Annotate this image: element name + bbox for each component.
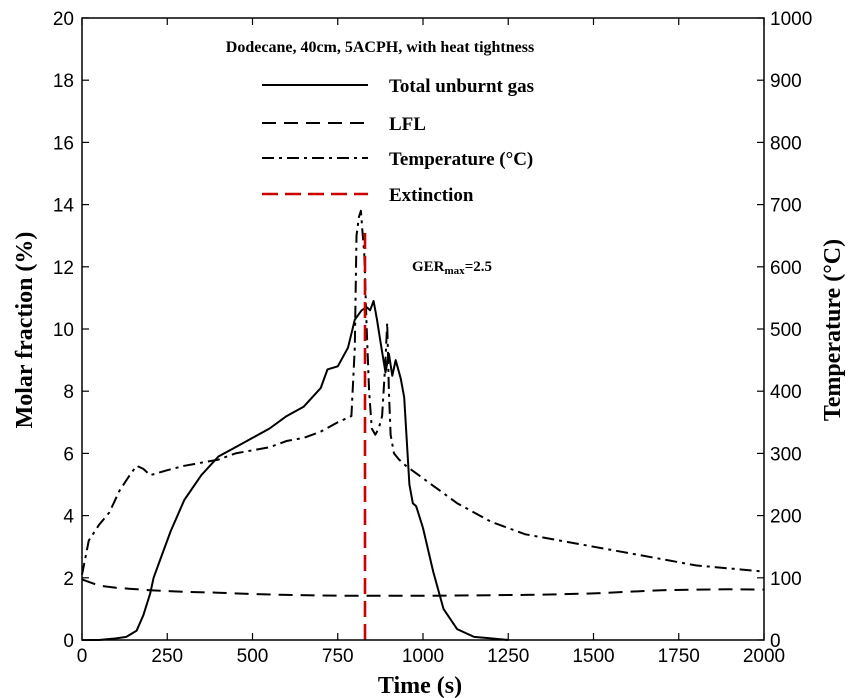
annotation-subscript: max [445, 265, 466, 277]
series-line-lfl [81, 578, 765, 597]
y2-tick-label: 400 [770, 382, 802, 403]
y-tick-label: 4 [63, 507, 74, 528]
x-tick-label: 750 [322, 646, 354, 667]
legend-label: Extinction [389, 185, 474, 206]
y-tick-label: 2 [63, 569, 74, 590]
x-tick-label: 1000 [402, 646, 444, 667]
annotation-base: GER [412, 259, 445, 275]
x-tick-label: 2000 [743, 646, 785, 667]
y2-tick-label: 500 [770, 320, 802, 341]
plot-frame [81, 17, 765, 641]
y-tick-label: 20 [53, 9, 74, 30]
legend-label: LFL [389, 114, 426, 135]
x-tick-label: 500 [237, 646, 269, 667]
x-axis-title: Time (s) [378, 673, 462, 698]
legend-label: Total unburnt gas [389, 76, 534, 97]
series-layer [81, 209, 765, 641]
y-tick-label: 18 [53, 71, 74, 92]
y-tick-label: 10 [53, 320, 74, 341]
y2-tick-label: 900 [770, 71, 802, 92]
y-tick-label: 12 [53, 258, 74, 279]
y2-tick-label: 0 [770, 631, 781, 652]
y2-axis-ticks: 0 100 200 300 400 500 600 700 800 900 1000 [757, 9, 812, 652]
y-tick-label: 6 [63, 444, 74, 465]
x-tick-label: 0 [77, 646, 88, 667]
x-tick-label: 1500 [572, 646, 614, 667]
legend: Total unburnt gas LFL Temperature (°C) Exti… [262, 76, 534, 206]
y-axis-title: Molar fraction (%) [12, 232, 38, 429]
x-tick-label: 1750 [658, 646, 700, 667]
x-tick-label: 1250 [487, 646, 529, 667]
y-axis-ticks: 0 2 4 6 8 10 12 14 16 18 20 [53, 9, 89, 652]
annotation-ger-max: GERmax=2.5 [412, 259, 492, 277]
y-tick-label: 14 [53, 196, 75, 217]
annotation-rest: =2.5 [465, 259, 492, 275]
y-tick-label: 8 [63, 382, 74, 403]
y2-tick-label: 100 [770, 569, 802, 590]
series-line-temperature-c [81, 209, 765, 575]
y2-tick-label: 1000 [770, 9, 812, 30]
series-line-total-unburnt-gas [82, 300, 509, 641]
x-tick-label: 250 [151, 646, 183, 667]
y2-tick-label: 700 [770, 196, 802, 217]
legend-label: Temperature (°C) [389, 149, 533, 170]
y2-tick-label: 300 [770, 444, 802, 465]
x-axis-ticks: 0 250 500 750 1000 1250 1500 1750 2000 [77, 18, 785, 667]
y-tick-label: 16 [53, 133, 74, 154]
y-tick-label: 0 [63, 631, 74, 652]
y2-tick-label: 600 [770, 258, 802, 279]
y2-tick-label: 200 [770, 507, 802, 528]
y2-axis-title: Temperature (°C) [820, 239, 846, 421]
y2-tick-label: 800 [770, 133, 802, 154]
chart-title: Dodecane, 40cm, 5ACPH, with heat tightne… [226, 39, 534, 56]
